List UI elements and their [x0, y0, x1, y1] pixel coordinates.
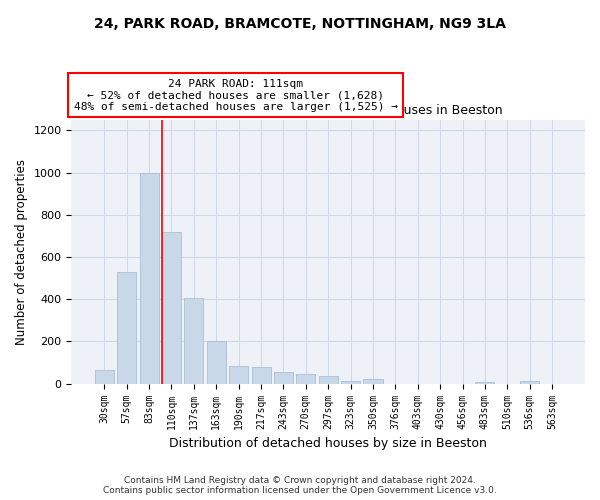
Bar — [95, 370, 114, 384]
Bar — [184, 298, 203, 384]
Bar — [207, 342, 226, 384]
Bar — [520, 380, 539, 384]
Bar — [162, 232, 181, 384]
Text: 24 PARK ROAD: 111sqm
← 52% of detached houses are smaller (1,628)
48% of semi-de: 24 PARK ROAD: 111sqm ← 52% of detached h… — [74, 78, 398, 112]
Bar — [475, 382, 494, 384]
Bar — [364, 380, 383, 384]
Text: 24, PARK ROAD, BRAMCOTE, NOTTINGHAM, NG9 3LA: 24, PARK ROAD, BRAMCOTE, NOTTINGHAM, NG9… — [94, 18, 506, 32]
Title: Size of property relative to detached houses in Beeston: Size of property relative to detached ho… — [154, 104, 503, 117]
Y-axis label: Number of detached properties: Number of detached properties — [15, 158, 28, 344]
Bar — [296, 374, 316, 384]
Bar — [341, 380, 360, 384]
Text: Contains HM Land Registry data © Crown copyright and database right 2024.
Contai: Contains HM Land Registry data © Crown c… — [103, 476, 497, 495]
Bar — [229, 366, 248, 384]
Bar — [319, 376, 338, 384]
Bar — [274, 372, 293, 384]
Bar — [140, 172, 158, 384]
Bar — [117, 272, 136, 384]
Bar — [251, 367, 271, 384]
X-axis label: Distribution of detached houses by size in Beeston: Distribution of detached houses by size … — [169, 437, 487, 450]
